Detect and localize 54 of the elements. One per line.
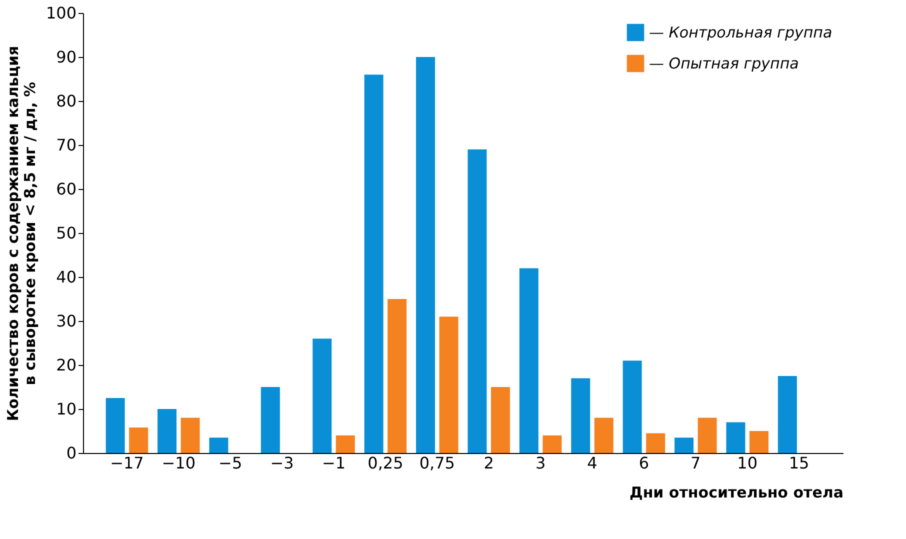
bar xyxy=(260,387,280,453)
x-tick-label: −17 xyxy=(110,454,144,472)
bar xyxy=(674,438,694,453)
bar xyxy=(312,338,332,453)
y-tick-label: 100 xyxy=(46,4,76,22)
x-tick-label: −1 xyxy=(322,454,346,472)
bar xyxy=(571,378,590,453)
y-tick-label: 20 xyxy=(56,356,76,374)
bar xyxy=(726,422,746,453)
y-tick-label: 60 xyxy=(56,180,76,198)
bar xyxy=(336,435,355,453)
x-axis-title: Дни относительно отела xyxy=(629,484,844,502)
x-tick-label: 7 xyxy=(690,454,701,472)
y-tick-label: 70 xyxy=(56,136,76,154)
legend-label: — Контрольная группа xyxy=(649,24,832,42)
y-tick-label: 30 xyxy=(56,312,76,330)
y-tick-label: 90 xyxy=(56,48,76,66)
bar xyxy=(778,376,797,453)
x-tick-label: 15 xyxy=(788,454,810,472)
bar xyxy=(646,433,666,453)
bar xyxy=(490,387,510,453)
bar xyxy=(622,360,642,453)
bar xyxy=(388,299,407,453)
x-tick-label: −10 xyxy=(162,454,196,472)
x-tick-label: 6 xyxy=(638,454,650,472)
bar xyxy=(519,268,538,453)
y-tick-label: 10 xyxy=(56,400,76,418)
bar xyxy=(364,74,384,453)
y-tick-label: 0 xyxy=(66,444,76,462)
x-tick-label: 10 xyxy=(737,454,758,472)
x-tick-label: 3 xyxy=(535,454,546,472)
bar xyxy=(209,438,228,453)
x-tick-label: −3 xyxy=(270,454,294,472)
bar xyxy=(416,57,436,453)
x-tick-label: 4 xyxy=(587,454,598,472)
y-tick-label: 50 xyxy=(56,224,76,242)
bar xyxy=(158,409,177,453)
x-tick-label: 2 xyxy=(484,454,494,472)
bar xyxy=(180,418,200,453)
bar xyxy=(468,149,487,453)
bar xyxy=(106,398,125,453)
bar xyxy=(542,435,562,453)
x-tick-label: 0,25 xyxy=(368,454,404,472)
bar xyxy=(594,418,614,453)
legend-label: — Опытная группа xyxy=(649,54,799,72)
y-tick-label: 80 xyxy=(56,92,76,110)
x-tick-label: −5 xyxy=(218,454,242,472)
y-axis-title: Количество коров с содержанием кальция в сыворотке крови < 8,5 мг / дл, % xyxy=(4,46,39,422)
bar xyxy=(439,316,458,453)
bar xyxy=(698,418,717,453)
x-tick-label: 0,75 xyxy=(419,454,455,472)
bar xyxy=(749,431,768,453)
bar xyxy=(129,427,148,453)
y-tick-label: 40 xyxy=(56,268,76,286)
